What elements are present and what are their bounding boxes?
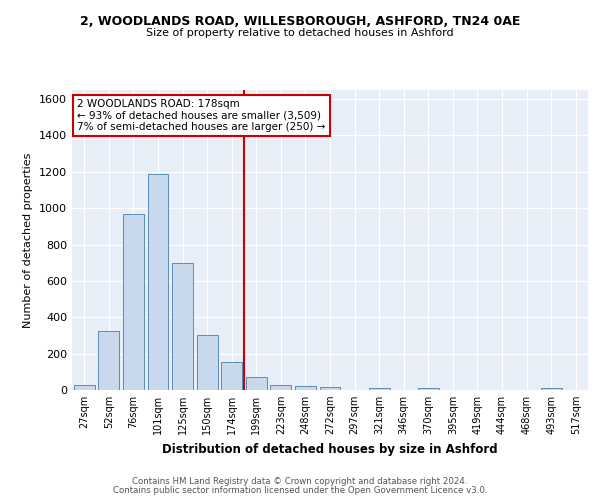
Bar — [197, 336, 218, 390]
Text: 2, WOODLANDS ROAD, WILLESBOROUGH, ASHFORD, TN24 0AE: 2, WOODLANDS ROAD, WILLESBOROUGH, ASHFOR… — [80, 15, 520, 28]
Bar — [320, 388, 340, 390]
Bar — [98, 331, 119, 390]
Bar — [418, 388, 439, 390]
Bar — [172, 262, 193, 390]
Bar — [123, 214, 144, 390]
Text: Contains public sector information licensed under the Open Government Licence v3: Contains public sector information licen… — [113, 486, 487, 495]
Bar — [148, 174, 169, 390]
Bar — [368, 388, 389, 390]
Text: Size of property relative to detached houses in Ashford: Size of property relative to detached ho… — [146, 28, 454, 38]
Bar — [246, 378, 267, 390]
Y-axis label: Number of detached properties: Number of detached properties — [23, 152, 34, 328]
Bar — [295, 386, 316, 390]
Text: Contains HM Land Registry data © Crown copyright and database right 2024.: Contains HM Land Registry data © Crown c… — [132, 478, 468, 486]
Bar — [541, 388, 562, 390]
Bar — [74, 386, 95, 390]
Bar — [221, 362, 242, 390]
Bar — [271, 384, 292, 390]
Text: 2 WOODLANDS ROAD: 178sqm
← 93% of detached houses are smaller (3,509)
7% of semi: 2 WOODLANDS ROAD: 178sqm ← 93% of detach… — [77, 99, 326, 132]
Text: Distribution of detached houses by size in Ashford: Distribution of detached houses by size … — [162, 442, 498, 456]
